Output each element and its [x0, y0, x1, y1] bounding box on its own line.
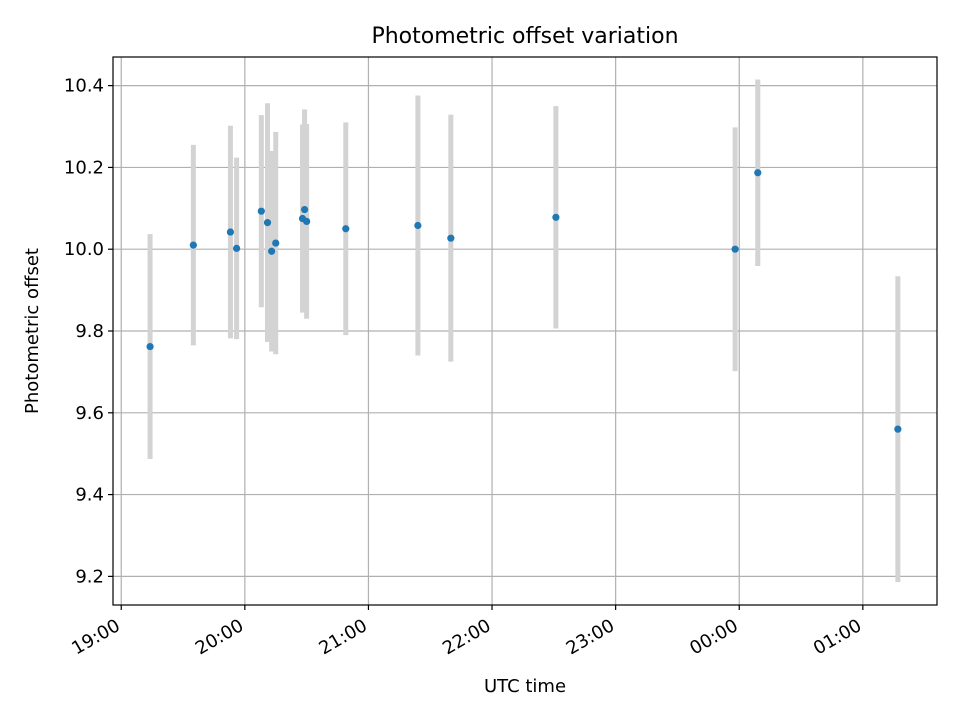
chart-title: Photometric offset variation [371, 24, 678, 49]
data-point [754, 169, 762, 177]
y-tick-label: 9.4 [75, 485, 104, 506]
x-axis-label: UTC time [484, 676, 566, 697]
data-point [447, 234, 455, 242]
data-point [552, 213, 560, 221]
data-point [342, 225, 350, 233]
data-point [146, 342, 154, 351]
data-point [268, 247, 276, 255]
data-point [300, 205, 309, 214]
y-axis-label: Photometric offset [22, 248, 43, 414]
grid [113, 57, 937, 605]
data-point [414, 221, 422, 230]
data-points [146, 169, 902, 433]
y-tick-label: 9.6 [75, 403, 104, 424]
data-point [894, 425, 902, 433]
y-tick-label: 10.0 [64, 239, 104, 260]
y-tick-label: 9.8 [75, 321, 104, 342]
data-point [303, 217, 311, 225]
data-point [233, 244, 241, 252]
data-point [257, 207, 265, 215]
data-point [263, 219, 272, 227]
y-tick-label: 10.4 [64, 76, 104, 97]
data-point [272, 239, 280, 247]
data-point [189, 241, 197, 249]
y-tick-label: 9.2 [75, 566, 104, 587]
y-tick-label: 10.2 [64, 157, 104, 178]
data-point [226, 228, 235, 236]
y-axis-ticks: 9.2 9.4 9.6 9.8 10.0 10.2 10.4 [64, 76, 113, 587]
data-point [731, 245, 739, 253]
